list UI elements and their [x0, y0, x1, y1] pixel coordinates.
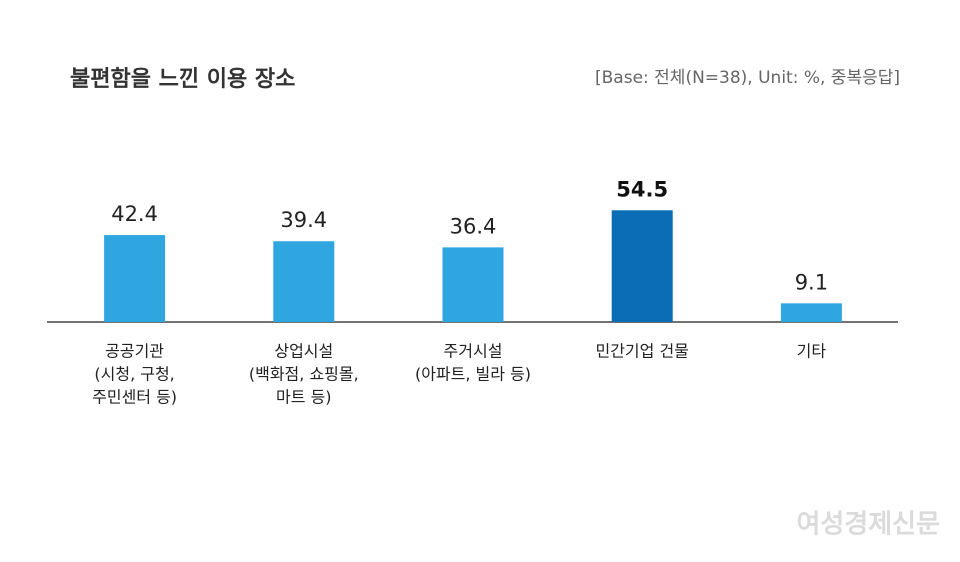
x-tick-label: 상업시설 — [274, 342, 333, 361]
bar — [104, 235, 166, 322]
value-label: 9.1 — [795, 270, 828, 294]
x-tick-label: 주거시설 — [444, 342, 503, 361]
x-tick-label: 기타 — [797, 342, 827, 361]
x-tick-label: 민간기업 건물 — [595, 342, 688, 361]
x-tick-label: 주민센터 등) — [92, 388, 177, 407]
bar — [273, 241, 335, 322]
bar — [611, 210, 673, 322]
chart-subtitle: [Base: 전체(N=38), Unit: %, 중복응답] — [595, 68, 900, 88]
chart-title: 불편함을 느낀 이용 장소 — [70, 67, 295, 92]
x-tick-label: 공공기관 — [105, 342, 164, 361]
x-tick-label: 마트 등) — [276, 388, 332, 407]
value-label: 36.4 — [450, 214, 497, 238]
x-tick-label: (아파트, 빌라 등) — [415, 365, 531, 384]
watermark: 여성경제신문 — [796, 510, 940, 540]
x-tick-label: (시청, 구청, — [94, 365, 174, 384]
value-label: 39.4 — [280, 208, 327, 232]
bar — [442, 247, 504, 322]
value-label: 54.5 — [616, 177, 668, 201]
x-tick-label: (백화점, 쇼핑몰, — [249, 365, 359, 384]
value-label: 42.4 — [111, 202, 158, 226]
bar — [780, 303, 842, 322]
